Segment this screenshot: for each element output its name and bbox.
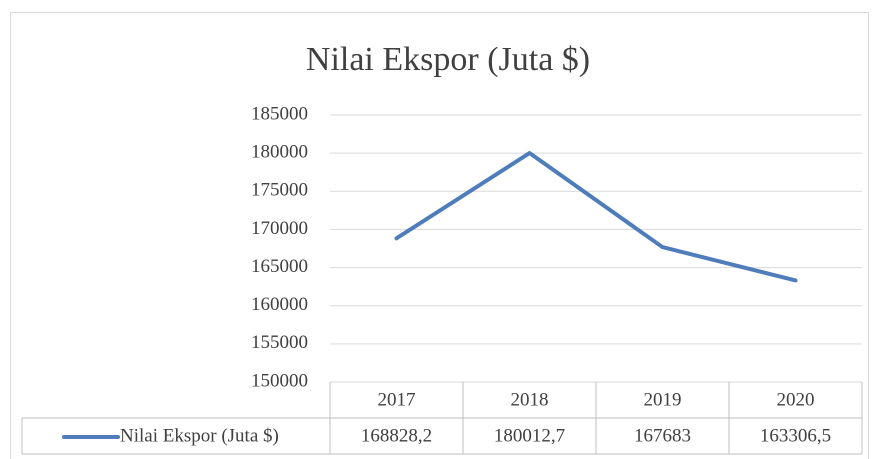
category-label: 2020 — [777, 389, 815, 410]
y-tick-label: 185000 — [251, 103, 308, 124]
data-table-value: 163306,5 — [760, 425, 831, 446]
y-tick-label: 150000 — [251, 370, 308, 391]
category-label: 2018 — [511, 389, 549, 410]
y-tick-label: 170000 — [251, 218, 308, 239]
chart-title: Nilai Ekspor (Juta $) — [306, 41, 590, 78]
data-table-value: 168828,2 — [361, 425, 432, 446]
y-tick-label: 155000 — [251, 332, 308, 353]
chart-border — [10, 12, 869, 459]
data-line — [394, 151, 798, 283]
y-tick-label: 175000 — [251, 180, 308, 201]
category-label: 2019 — [644, 389, 682, 410]
category-label: 2017 — [378, 389, 416, 410]
y-tick-label: 165000 — [251, 256, 308, 277]
legend-label: Nilai Ekspor (Juta $) — [120, 425, 279, 446]
y-tick-label: 180000 — [251, 142, 308, 163]
data-table-value: 180012,7 — [494, 425, 565, 446]
data-table-value: 167683 — [634, 425, 691, 446]
y-tick-label: 160000 — [251, 294, 308, 315]
